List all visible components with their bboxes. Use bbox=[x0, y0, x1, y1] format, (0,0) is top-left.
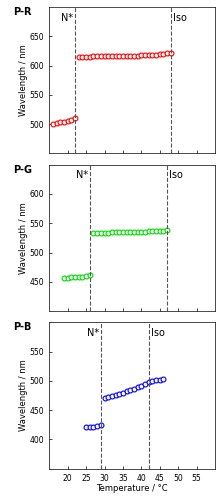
Text: P-R: P-R bbox=[13, 7, 31, 17]
Y-axis label: Wavelength / nm: Wavelength / nm bbox=[19, 44, 28, 116]
Y-axis label: Wavelength / nm: Wavelength / nm bbox=[19, 202, 28, 274]
Text: Iso: Iso bbox=[173, 13, 186, 23]
Text: N*: N* bbox=[76, 170, 88, 180]
Text: N*: N* bbox=[61, 13, 73, 23]
Text: N*: N* bbox=[87, 328, 99, 338]
X-axis label: Temperature / °C: Temperature / °C bbox=[96, 484, 168, 493]
Text: Iso: Iso bbox=[151, 328, 165, 338]
Text: P-G: P-G bbox=[13, 164, 32, 174]
Y-axis label: Wavelength / nm: Wavelength / nm bbox=[19, 360, 28, 432]
Text: P-B: P-B bbox=[13, 322, 31, 332]
Text: Iso: Iso bbox=[169, 170, 183, 180]
